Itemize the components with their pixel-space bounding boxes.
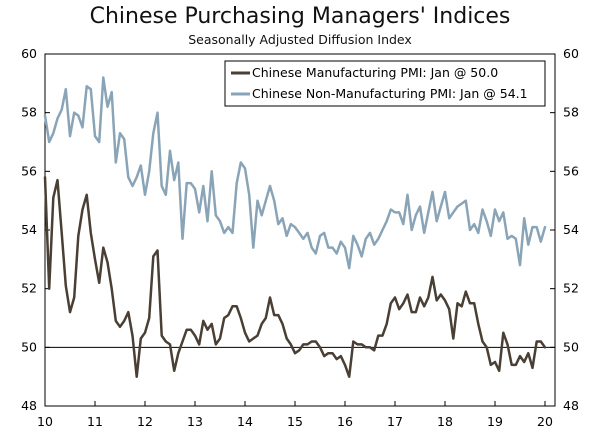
y-tick-label-right: 58 [563, 105, 579, 120]
y-tick-label-left: 56 [21, 163, 37, 178]
x-tick-label: 12 [137, 414, 153, 429]
x-tick-label: 10 [37, 414, 53, 429]
legend-label-non-manufacturing: Chinese Non-Manufacturing PMI: Jan @ 54.… [252, 86, 528, 101]
x-tick-label: 16 [337, 414, 353, 429]
x-tick-label: 20 [537, 414, 553, 429]
chart-title: Chinese Purchasing Managers' Indices [89, 4, 511, 29]
series-line-non-manufacturing [43, 76, 547, 270]
x-tick-label: 11 [87, 414, 103, 429]
x-tick-label: 17 [387, 414, 403, 429]
x-tick-label: 15 [287, 414, 303, 429]
series-line-manufacturing [43, 175, 547, 378]
y-tick-label-left: 48 [21, 398, 37, 413]
legend-label-manufacturing: Chinese Manufacturing PMI: Jan @ 50.0 [252, 65, 498, 80]
x-tick-label: 14 [237, 414, 253, 429]
y-tick-label-right: 60 [563, 46, 579, 61]
legend: Chinese Manufacturing PMI: Jan @ 50.0 Ch… [224, 60, 546, 107]
y-tick-label-left: 50 [21, 339, 37, 354]
chart-subtitle: Seasonally Adjusted Diffusion Index [188, 32, 412, 47]
y-tick-label-left: 54 [21, 222, 37, 237]
y-tick-label-left: 58 [21, 105, 37, 120]
x-tick-label: 18 [437, 414, 453, 429]
y-tick-label-left: 60 [21, 46, 37, 61]
y-tick-label-right: 54 [563, 222, 579, 237]
y-tick-label-right: 52 [563, 281, 579, 296]
y-tick-label-right: 50 [563, 339, 579, 354]
y-tick-label-right: 56 [563, 163, 579, 178]
x-tick-label: 13 [187, 414, 203, 429]
legend-box [224, 60, 546, 107]
x-tick-label: 19 [487, 414, 503, 429]
y-tick-label-right: 48 [563, 398, 579, 413]
y-tick-label-left: 52 [21, 281, 37, 296]
